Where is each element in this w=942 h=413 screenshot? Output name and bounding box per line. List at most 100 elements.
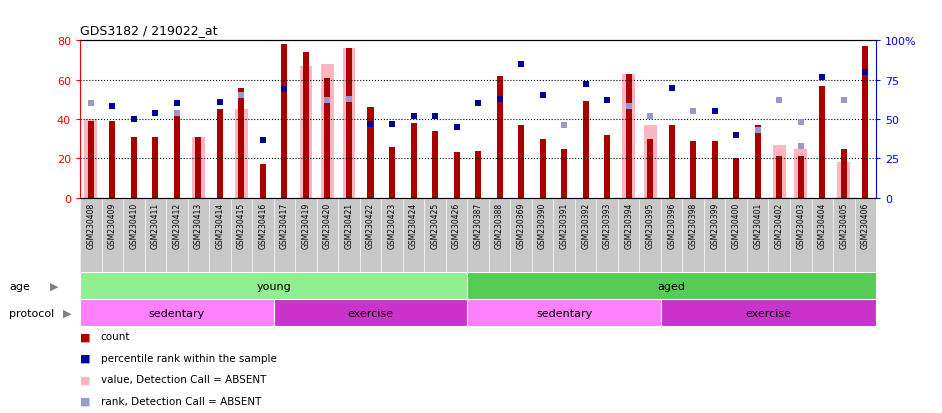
Bar: [432, 131, 438, 198]
Bar: [260, 165, 266, 198]
Text: value, Detection Call = ABSENT: value, Detection Call = ABSENT: [101, 375, 267, 385]
Text: GSM230388: GSM230388: [495, 202, 504, 248]
Bar: [837, 163, 851, 198]
Bar: [80, 273, 467, 299]
Bar: [623, 75, 635, 198]
Bar: [643, 126, 657, 198]
Text: ■: ■: [80, 332, 90, 342]
Text: GSM230422: GSM230422: [366, 202, 375, 248]
Text: percentile rank within the sample: percentile rank within the sample: [101, 353, 277, 363]
Text: GSM230405: GSM230405: [839, 202, 849, 248]
Bar: [604, 135, 610, 198]
Text: GSM230398: GSM230398: [689, 202, 698, 248]
Bar: [776, 157, 782, 198]
Text: ■: ■: [80, 375, 90, 385]
Text: age: age: [9, 281, 30, 291]
Text: GSM230413: GSM230413: [194, 202, 203, 248]
Text: GSM230414: GSM230414: [216, 202, 224, 248]
Text: GSM230400: GSM230400: [732, 202, 740, 248]
Text: GSM230394: GSM230394: [625, 202, 633, 248]
Bar: [109, 122, 115, 198]
Text: GSM230395: GSM230395: [645, 202, 655, 248]
Text: GSM230406: GSM230406: [861, 202, 869, 248]
Text: GSM230426: GSM230426: [452, 202, 461, 248]
Bar: [582, 102, 589, 198]
Bar: [755, 126, 761, 198]
Text: rank, Detection Call = ABSENT: rank, Detection Call = ABSENT: [101, 396, 261, 406]
Bar: [153, 138, 158, 198]
Text: GSM230399: GSM230399: [710, 202, 719, 248]
Bar: [238, 88, 244, 198]
Text: aged: aged: [658, 281, 686, 291]
Text: GSM230419: GSM230419: [301, 202, 311, 248]
Bar: [794, 149, 807, 198]
Bar: [690, 141, 696, 198]
Text: GDS3182 / 219022_at: GDS3182 / 219022_at: [80, 24, 218, 37]
Text: GSM230420: GSM230420: [323, 202, 332, 248]
Bar: [661, 299, 876, 326]
Text: GSM230423: GSM230423: [387, 202, 397, 248]
Bar: [467, 299, 661, 326]
Text: GSM230390: GSM230390: [538, 202, 547, 248]
Text: ■: ■: [80, 396, 90, 406]
Bar: [475, 151, 481, 198]
Text: GSM230387: GSM230387: [474, 202, 482, 248]
Text: GSM230396: GSM230396: [667, 202, 676, 248]
Bar: [647, 140, 653, 198]
Bar: [235, 110, 248, 198]
Text: GSM230409: GSM230409: [107, 202, 117, 248]
Text: GSM230403: GSM230403: [796, 202, 805, 248]
Bar: [411, 123, 416, 198]
Text: GSM230410: GSM230410: [129, 202, 138, 248]
Bar: [274, 299, 467, 326]
Bar: [841, 149, 847, 198]
Bar: [321, 65, 333, 198]
Text: GSM230408: GSM230408: [87, 202, 95, 248]
Bar: [669, 126, 674, 198]
Bar: [195, 138, 202, 198]
Bar: [85, 120, 97, 198]
Bar: [798, 157, 804, 198]
Text: young: young: [256, 281, 291, 291]
Text: sedentary: sedentary: [149, 308, 205, 318]
Text: GSM230402: GSM230402: [774, 202, 784, 248]
Bar: [467, 273, 876, 299]
Text: ▶: ▶: [50, 281, 58, 291]
Bar: [733, 159, 739, 198]
Text: GSM230411: GSM230411: [151, 202, 160, 248]
Bar: [346, 49, 352, 198]
Text: GSM230404: GSM230404: [818, 202, 827, 248]
Text: GSM230421: GSM230421: [345, 202, 353, 248]
Text: GSM230391: GSM230391: [560, 202, 569, 248]
Text: GSM230415: GSM230415: [237, 202, 246, 248]
Text: GSM230369: GSM230369: [516, 202, 526, 248]
Bar: [625, 75, 632, 198]
Bar: [174, 114, 180, 198]
Bar: [561, 149, 567, 198]
Bar: [540, 140, 545, 198]
Bar: [712, 141, 718, 198]
Bar: [282, 45, 287, 198]
Bar: [518, 126, 524, 198]
Bar: [367, 108, 374, 198]
Bar: [300, 67, 313, 198]
Bar: [131, 138, 137, 198]
Text: count: count: [101, 332, 130, 342]
Bar: [453, 153, 460, 198]
Bar: [772, 145, 786, 198]
Bar: [192, 138, 204, 198]
Bar: [303, 53, 309, 198]
Bar: [343, 49, 355, 198]
Bar: [80, 299, 274, 326]
Text: GSM230417: GSM230417: [280, 202, 289, 248]
Text: exercise: exercise: [348, 308, 394, 318]
Text: GSM230425: GSM230425: [430, 202, 440, 248]
Text: GSM230401: GSM230401: [754, 202, 762, 248]
Bar: [324, 78, 331, 198]
Bar: [389, 147, 395, 198]
Bar: [88, 122, 94, 198]
Bar: [862, 47, 869, 198]
Text: sedentary: sedentary: [536, 308, 593, 318]
Text: GSM230416: GSM230416: [258, 202, 268, 248]
Text: ▶: ▶: [63, 308, 72, 318]
